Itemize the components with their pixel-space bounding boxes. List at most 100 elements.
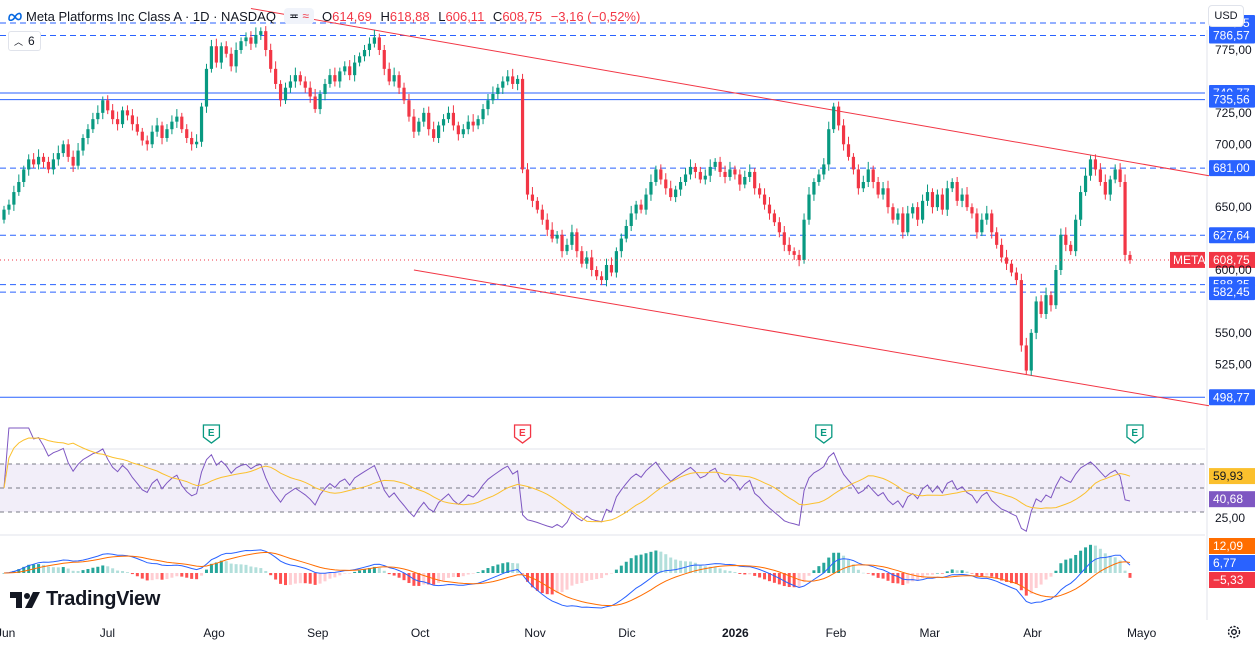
gear-icon[interactable] bbox=[1226, 624, 1242, 640]
macd-histogram-bar bbox=[1005, 573, 1009, 582]
candle-body bbox=[738, 174, 742, 185]
macd-histogram-bar bbox=[451, 573, 455, 578]
candle-body bbox=[56, 153, 60, 160]
candle-body bbox=[827, 129, 831, 165]
candle-body bbox=[1034, 301, 1038, 333]
earnings-marker[interactable]: E bbox=[1126, 424, 1144, 444]
macd-histogram-bar bbox=[985, 573, 989, 576]
candle-body bbox=[387, 68, 391, 82]
macd-histogram-bar bbox=[274, 573, 278, 580]
level-tag bbox=[1209, 284, 1255, 301]
candle-body bbox=[41, 156, 46, 162]
earnings-marker[interactable]: E bbox=[513, 424, 532, 444]
candle-body bbox=[614, 251, 618, 273]
macd-histogram-bar bbox=[851, 564, 855, 573]
candle-body bbox=[140, 131, 144, 141]
tradingview-brand[interactable]: TradingView bbox=[10, 588, 160, 611]
candle-body bbox=[456, 125, 460, 135]
macd-histogram-bar bbox=[955, 570, 959, 573]
candle-body bbox=[881, 188, 885, 195]
symbol-title[interactable]: Meta Platforms Inc Class A · 1D · NASDAQ bbox=[26, 8, 276, 24]
candle-body bbox=[530, 194, 535, 201]
macd-histogram-bar bbox=[96, 566, 100, 573]
chart-mode-toggle[interactable]: ≖ ≈ bbox=[283, 8, 314, 24]
candle-body bbox=[871, 169, 875, 182]
trendline[interactable] bbox=[413, 269, 1210, 407]
candle-body bbox=[535, 200, 539, 210]
macd-histogram-bar bbox=[288, 573, 292, 585]
candle-body bbox=[145, 140, 149, 145]
macd-histogram-bar bbox=[442, 573, 446, 581]
trendlines[interactable] bbox=[250, 8, 1210, 407]
macd-histogram-bar bbox=[318, 573, 322, 584]
macd-histogram-bar bbox=[407, 573, 411, 584]
candle-body bbox=[343, 66, 347, 72]
macd-histogram-bar bbox=[738, 573, 742, 574]
chevron-up-icon: ︿ bbox=[14, 36, 24, 47]
candle-body bbox=[402, 87, 406, 101]
candle-body bbox=[1118, 169, 1122, 182]
candle-body bbox=[1074, 219, 1078, 252]
high-label: H bbox=[380, 8, 390, 24]
candle-body bbox=[639, 204, 643, 210]
macd-histogram-bar bbox=[511, 562, 515, 573]
earnings-label: E bbox=[1131, 428, 1138, 439]
candle-body bbox=[150, 131, 154, 145]
candle-body bbox=[693, 166, 698, 172]
candle-body bbox=[135, 124, 139, 132]
horizontal-levels[interactable] bbox=[0, 22, 1205, 398]
macd-histogram-bar bbox=[1118, 560, 1122, 573]
candle-body bbox=[585, 257, 589, 264]
time-axis[interactable]: Jun Jul Ago Sep Oct Nov Dic 2026 Feb Mar Abr Mayo bbox=[0, 626, 1157, 640]
candle-body bbox=[777, 222, 781, 233]
candle-body bbox=[195, 141, 199, 145]
macd-histogram-bar bbox=[456, 573, 460, 578]
candle-body bbox=[190, 138, 194, 145]
candle-body bbox=[980, 219, 984, 233]
currency-button[interactable]: USD bbox=[1208, 5, 1244, 27]
trendline[interactable] bbox=[250, 8, 1210, 177]
candle-body bbox=[111, 110, 115, 120]
macd-histogram-bar bbox=[145, 573, 149, 581]
macd-histogram-bar bbox=[338, 573, 342, 576]
candle-body bbox=[313, 96, 317, 110]
candle-body bbox=[940, 194, 944, 210]
candle-body bbox=[698, 171, 702, 180]
macd-histogram-bar bbox=[234, 564, 238, 573]
macd-histogram-bar bbox=[748, 573, 752, 575]
macd-histogram-bar bbox=[284, 573, 287, 586]
candle-body bbox=[239, 41, 243, 50]
mode-icon: ≖ bbox=[288, 9, 300, 23]
candle-body bbox=[61, 144, 65, 154]
macd-histogram-bar bbox=[1088, 544, 1092, 573]
tradingview-logo-icon bbox=[10, 591, 40, 608]
candle-body bbox=[219, 46, 223, 63]
candle-body bbox=[945, 188, 949, 210]
candle-body bbox=[822, 164, 826, 175]
macd-histogram-bar bbox=[881, 573, 885, 579]
macd-histogram-bar bbox=[348, 573, 352, 574]
macd-histogram-bar bbox=[2, 573, 6, 574]
macd-histogram-bar bbox=[51, 567, 55, 573]
time-tick: Jun bbox=[0, 626, 15, 640]
macd-histogram-bar bbox=[209, 563, 213, 573]
candle-body bbox=[1059, 234, 1063, 270]
candle-body bbox=[1083, 175, 1088, 193]
price-axis[interactable]: 796,45786,57740,77735,56681,00627,64588,… bbox=[1209, 15, 1255, 588]
candle-body bbox=[935, 194, 939, 208]
macd-histogram-bar bbox=[140, 573, 144, 579]
candle-body bbox=[22, 169, 26, 182]
candle-body bbox=[461, 129, 465, 135]
candle-body bbox=[115, 119, 120, 125]
earnings-marker[interactable]: E bbox=[815, 424, 833, 444]
candle-body bbox=[446, 112, 451, 120]
candle-body bbox=[644, 194, 648, 210]
candle-body bbox=[204, 68, 209, 107]
earnings-marker[interactable]: E bbox=[202, 424, 221, 444]
indicators-toggle[interactable]: ︿ 6 bbox=[8, 31, 41, 51]
macd-histogram-bar bbox=[1044, 573, 1048, 580]
candle-body bbox=[229, 53, 233, 67]
candle-body bbox=[965, 194, 969, 208]
